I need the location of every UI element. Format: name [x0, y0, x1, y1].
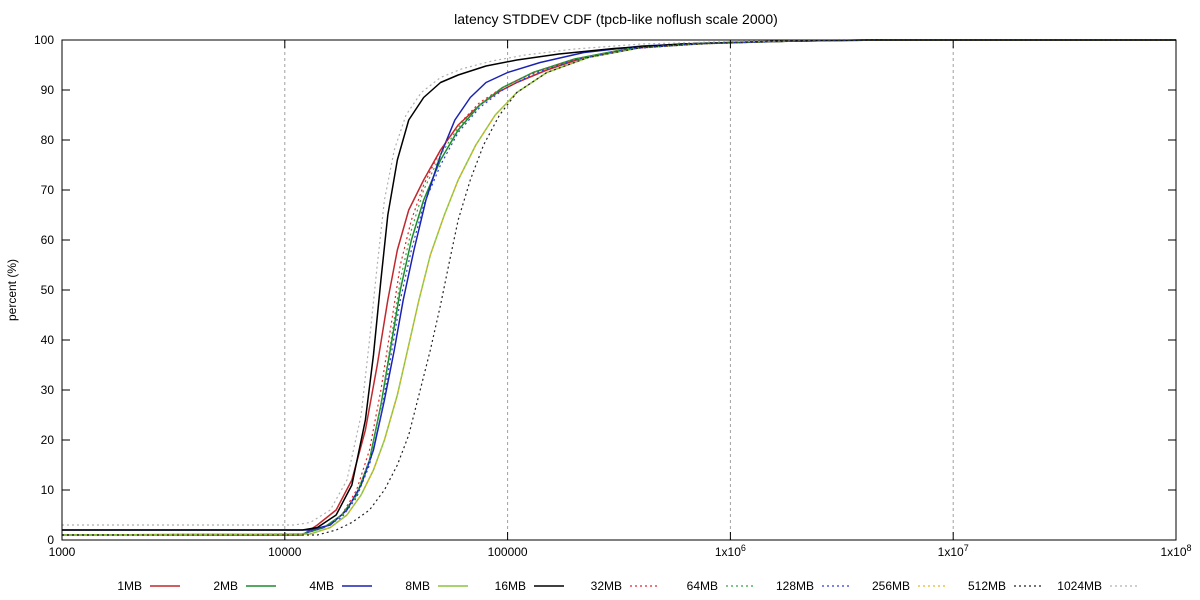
legend-label: 1024MB	[1057, 579, 1102, 593]
legend-label: 64MB	[687, 579, 718, 593]
x-tick-label: 1x108	[1160, 543, 1191, 559]
y-tick-label: 90	[41, 83, 55, 97]
series-line-16MB	[62, 39, 1176, 531]
legend-label: 32MB	[591, 579, 622, 593]
grid	[284, 40, 954, 540]
y-axis-label: percent (%)	[5, 259, 19, 321]
legend-label: 512MB	[968, 579, 1006, 593]
chart-title: latency STDDEV CDF (tpcb-like noflush sc…	[454, 11, 778, 27]
y-tick-label: 80	[41, 133, 55, 147]
series-line-64MB	[61, 39, 1176, 536]
legend-label: 8MB	[405, 579, 430, 593]
series-line-512MB	[62, 39, 1176, 536]
y-tick-label: 100	[34, 33, 54, 47]
y-tick-label: 60	[41, 233, 55, 247]
series-line-8MB	[61, 39, 1176, 536]
x-tick-label: 100000	[488, 545, 528, 559]
y-tick-label: 50	[41, 283, 55, 297]
series-line-128MB	[61, 39, 1176, 536]
series-line-2MB	[61, 39, 1176, 536]
series-line-1MB	[62, 39, 1176, 536]
y-tick-label: 40	[41, 333, 55, 347]
x-tick-label: 1x107	[938, 543, 969, 559]
legend: 1MB 2MB 4MB 8MB 16MB 32MB 64MB 128MB 256MB 512MB 1…	[117, 579, 1140, 593]
axes: 1000 10000 100000 1x106 1x107 1x108 0 10 20 30 40 5…	[34, 33, 1192, 559]
legend-label: 128MB	[776, 579, 814, 593]
x-tick-label: 10000	[268, 545, 302, 559]
plot-area	[61, 39, 1176, 536]
series-line-1024MB	[62, 39, 1176, 526]
series-line-4MB	[62, 39, 1176, 531]
legend-label: 4MB	[309, 579, 334, 593]
y-tick-label: 10	[41, 483, 55, 497]
x-tick-label: 1x106	[715, 543, 746, 559]
series-line-32MB	[61, 39, 1176, 536]
legend-label: 16MB	[495, 579, 526, 593]
legend-label: 2MB	[213, 579, 238, 593]
legend-label: 256MB	[872, 579, 910, 593]
series-line-256MB	[61, 39, 1176, 536]
y-tick-label: 70	[41, 183, 55, 197]
y-tick-label: 0	[47, 533, 54, 547]
legend-label: 1MB	[117, 579, 142, 593]
y-tick-label: 30	[41, 383, 55, 397]
x-tick-label: 1000	[49, 545, 76, 559]
y-tick-label: 20	[41, 433, 55, 447]
plot-frame	[61, 39, 1177, 541]
